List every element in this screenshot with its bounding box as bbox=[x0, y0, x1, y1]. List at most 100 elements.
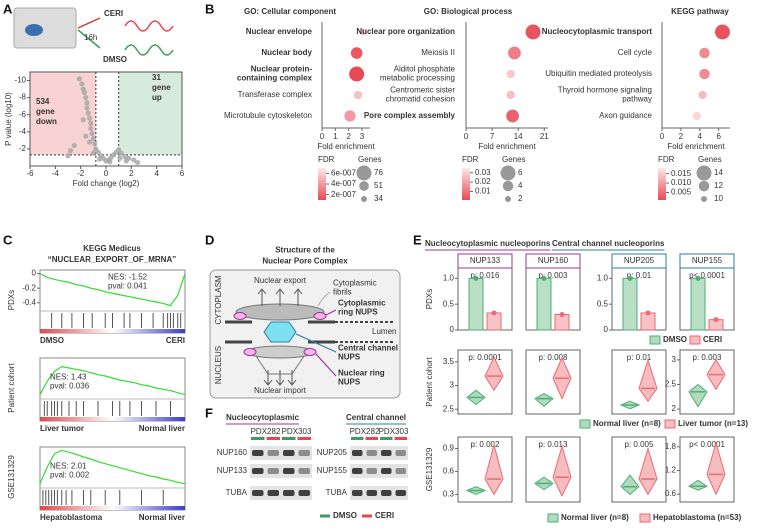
category-label: Microtubule cytoskeleton bbox=[224, 111, 312, 120]
group-heading: Nucleocytoplasmic nucleoporins bbox=[425, 239, 551, 248]
color-tick-label: 0.005 bbox=[671, 188, 692, 197]
cell bbox=[25, 24, 43, 36]
band bbox=[252, 490, 264, 496]
point bbox=[84, 105, 90, 111]
point bbox=[107, 159, 113, 165]
legend-title: FDR bbox=[658, 155, 675, 164]
fibril bbox=[317, 291, 331, 307]
annotation: pval: 0.036 bbox=[50, 382, 90, 391]
y-tick-label: 2.5 bbox=[443, 404, 455, 413]
band bbox=[283, 468, 295, 474]
band bbox=[298, 490, 310, 496]
lane-marker bbox=[380, 437, 393, 440]
x-tick-label: -6 bbox=[26, 169, 34, 178]
annotation: pval: 0.002 bbox=[50, 471, 90, 480]
band bbox=[352, 450, 363, 456]
legend-swatch bbox=[639, 513, 651, 523]
protein-label: NUP155 bbox=[317, 466, 348, 475]
bubble bbox=[349, 66, 365, 82]
annotation: NES: 2.01 bbox=[50, 462, 87, 471]
annotation: 534 bbox=[36, 97, 50, 106]
group-label: Normal liver bbox=[139, 513, 185, 522]
color-bar bbox=[318, 168, 326, 200]
legend-swatch bbox=[547, 513, 559, 523]
x-tick-label: 3 bbox=[360, 132, 365, 141]
y-tick-label: 0 bbox=[604, 325, 609, 334]
rank-gradient bbox=[40, 506, 185, 510]
sample-label: PDX282 bbox=[350, 427, 380, 436]
y-tick-label: -4 bbox=[19, 127, 27, 136]
y-tick-label: -8 bbox=[19, 93, 27, 102]
y-tick-label: 2 bbox=[672, 404, 677, 413]
bar bbox=[486, 312, 502, 331]
category-label: Centromeric sister bbox=[390, 86, 455, 95]
sample-label: PDX303 bbox=[282, 427, 312, 436]
point bbox=[83, 95, 89, 101]
category-box bbox=[679, 253, 735, 269]
point bbox=[67, 148, 74, 154]
violin bbox=[638, 446, 658, 496]
size-key-label: 12 bbox=[714, 181, 723, 190]
y-axis-label: PDXs bbox=[7, 290, 16, 310]
category-label: metabolic processing bbox=[380, 74, 455, 83]
y-tick-label: 0.5 bbox=[597, 299, 609, 308]
violin bbox=[638, 358, 658, 403]
y-tick-label: 1.8 bbox=[665, 442, 677, 451]
x-axis-label: Fold enrichment bbox=[478, 142, 536, 151]
category-label: Nucleocytoplasmic transport bbox=[542, 27, 653, 36]
bubble bbox=[359, 28, 367, 36]
point bbox=[85, 110, 91, 116]
size-key-label: 2 bbox=[518, 194, 523, 203]
color-bar bbox=[462, 168, 470, 200]
y-axis-label: Patient cohort bbox=[7, 363, 16, 413]
ring-label: Cytoplasmic bbox=[338, 299, 386, 308]
diagram-title: Structure of the bbox=[275, 246, 335, 255]
bar bbox=[468, 277, 484, 331]
band bbox=[395, 450, 406, 456]
sample-label: PDX303 bbox=[379, 427, 409, 436]
x-tick-label: -2 bbox=[77, 169, 85, 178]
bar bbox=[536, 277, 552, 331]
row-label: Patient cohort bbox=[425, 357, 434, 407]
category-label: Nuclear body bbox=[261, 48, 312, 57]
panel-label: C bbox=[3, 232, 13, 247]
ring-nup bbox=[303, 348, 317, 356]
size-key bbox=[698, 180, 710, 192]
bubble bbox=[353, 90, 363, 100]
y-tick-label: 0.3 bbox=[443, 489, 455, 498]
point bbox=[135, 159, 141, 166]
y-tick-label: 3 bbox=[450, 381, 455, 390]
chart-title: KEGG pathway bbox=[671, 7, 729, 16]
bar bbox=[622, 277, 638, 331]
size-key-label: 76 bbox=[374, 168, 383, 177]
band bbox=[352, 490, 363, 496]
point bbox=[81, 89, 88, 96]
category-label: Meiosis II bbox=[421, 48, 455, 57]
category-box bbox=[457, 253, 513, 269]
ring-label: NUPS bbox=[338, 378, 361, 387]
band bbox=[381, 468, 392, 474]
y-tick-label: 1.0 bbox=[597, 273, 609, 282]
x-tick-label: 6 bbox=[180, 169, 185, 178]
x-tick-label: 0 bbox=[104, 169, 109, 178]
category-label: Ubiquitin mediated proteolysis bbox=[545, 69, 652, 78]
size-key bbox=[359, 181, 369, 191]
size-key bbox=[701, 196, 707, 202]
panel-label: B bbox=[205, 1, 214, 16]
lane-marker bbox=[297, 437, 311, 440]
color-tick-label: 0.01 bbox=[475, 187, 491, 196]
x-axis-label: Fold enrichment bbox=[317, 142, 375, 151]
point bbox=[117, 155, 123, 161]
ring-label: ring NUPS bbox=[338, 308, 378, 317]
x-tick-label: 21 bbox=[540, 132, 549, 141]
group-label: Hepatoblastoma bbox=[40, 513, 103, 522]
fibrils-label: Cytoplasmic bbox=[333, 279, 377, 288]
bubble bbox=[344, 110, 356, 122]
size-key-label: 6 bbox=[518, 168, 523, 177]
band bbox=[298, 468, 310, 474]
band bbox=[381, 490, 392, 496]
bubble bbox=[525, 24, 541, 40]
up-region bbox=[118, 72, 182, 155]
point bbox=[131, 157, 137, 163]
legend-label: DMSO bbox=[663, 335, 687, 344]
